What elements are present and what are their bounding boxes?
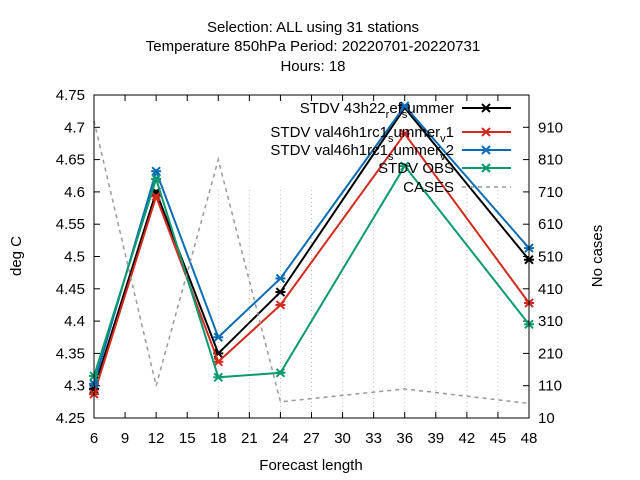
data-point — [399, 161, 410, 171]
y-tick-label: 4.65 — [56, 152, 85, 169]
series-4 — [93, 120, 530, 405]
plot-frame — [93, 94, 530, 419]
data-point — [151, 174, 162, 184]
y-tick-label: 4.4 — [64, 313, 85, 330]
x-tick-label: 48 — [521, 430, 538, 447]
x-tick-label: 45 — [490, 430, 507, 447]
series-line — [93, 132, 530, 395]
y-tick-label: 4.5 — [64, 249, 85, 266]
legend-label: STDV OBS — [378, 160, 454, 177]
x-tick-label: 27 — [303, 430, 320, 447]
y2-tick-label: 210 — [538, 345, 563, 362]
data-point — [213, 357, 224, 367]
series-line — [93, 106, 530, 390]
x-tick-label: 21 — [241, 430, 258, 447]
x-tick-label: 30 — [334, 430, 351, 447]
x-tick-label: 42 — [459, 430, 476, 447]
x-tick-label: 36 — [396, 430, 413, 447]
series-group — [89, 101, 534, 405]
data-point — [275, 287, 286, 297]
title-line-1: Selection: ALL using 31 stations — [207, 19, 419, 36]
y2-tick-label: 810 — [538, 152, 563, 169]
y-axis-ticks: 4.25 4.3 4.35 4.4 4.45 4.5 4.55 4.6 4.65 4.7 4.75 — [56, 87, 100, 427]
y2-tick-label: 910 — [538, 119, 563, 136]
grid — [217, 190, 499, 418]
x-tick-label: 18 — [210, 430, 227, 447]
legend-label: STDV 43h22refsummer — [300, 100, 454, 121]
series-3 — [89, 161, 534, 383]
y-axis-label: deg C — [8, 236, 25, 276]
data-point — [399, 101, 410, 111]
data-point — [275, 368, 286, 378]
series-line — [93, 164, 530, 379]
legend-entry: STDV OBS — [378, 160, 511, 177]
y2-tick-label: 610 — [538, 216, 563, 233]
series-line — [93, 120, 530, 405]
x-tick-label: 39 — [427, 430, 444, 447]
data-point — [213, 372, 224, 383]
y-tick-label: 4.45 — [56, 281, 85, 298]
y2-tick-label: 510 — [538, 249, 563, 266]
legend-entry: STDV 43h22refsummer — [300, 100, 511, 121]
legend-entry: STDV val46h1rc1summerv2 — [270, 142, 511, 163]
y-tick-label: 4.7 — [64, 119, 85, 136]
data-point — [151, 166, 162, 176]
y-tick-label: 4.3 — [64, 378, 85, 395]
data-point — [213, 332, 224, 342]
x-tick-label: 6 — [90, 430, 98, 447]
y2-tick-label: 410 — [538, 281, 563, 298]
data-point — [151, 191, 162, 202]
legend-entry: CASES — [403, 179, 511, 196]
y2-tick-label: 110 — [538, 378, 562, 395]
x-axis-label: Forecast length — [259, 457, 362, 474]
legend: STDV 43h22refsummer STDV val46h1rc1summer… — [270, 100, 511, 196]
y2-tick-label: 310 — [538, 313, 563, 330]
title-line-2: Temperature 850hPa Period: 20220701-2022… — [146, 38, 480, 55]
x-tick-label: 12 — [148, 430, 165, 447]
y-tick-label: 4.75 — [56, 87, 85, 104]
series-line — [93, 104, 530, 385]
chart-title: Selection: ALL using 31 stations Tempera… — [146, 19, 480, 75]
legend-entry: STDV val46h1rc1summerv1 — [270, 124, 511, 145]
title-line-3: Hours: 18 — [280, 58, 345, 75]
legend-label: STDV val46h1rc1summerv2 — [270, 142, 454, 163]
data-point — [275, 273, 286, 284]
y2-axis-label: No cases — [589, 225, 606, 288]
y-tick-label: 4.55 — [56, 216, 85, 233]
x-axis-ticks: 6 9 12 15 18 21 24 27 30 33 36 39 42 45 48 — [90, 95, 538, 447]
y-tick-label: 4.25 — [56, 410, 85, 427]
x-tick-label: 33 — [365, 430, 382, 447]
series-1 — [89, 129, 534, 399]
legend-label: STDV val46h1rc1summerv1 — [270, 124, 454, 145]
y2-axis-ticks: 10 110 210 310 410 510 610 710 810 910 — [523, 119, 563, 427]
x-tick-label: 24 — [272, 430, 289, 447]
y2-tick-label: 710 — [538, 184, 563, 201]
legend-label: CASES — [403, 179, 454, 196]
y-tick-label: 4.6 — [64, 184, 85, 201]
x-tick-label: 9 — [121, 430, 129, 447]
data-point — [399, 129, 410, 139]
y2-tick-label: 10 — [538, 410, 555, 427]
y-tick-label: 4.35 — [56, 345, 85, 362]
x-tick-label: 15 — [179, 430, 196, 447]
data-point — [275, 300, 286, 310]
